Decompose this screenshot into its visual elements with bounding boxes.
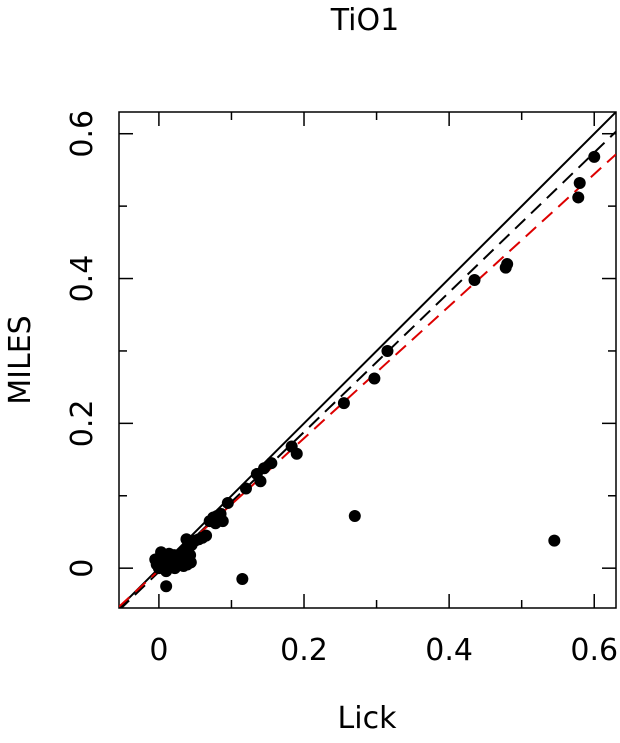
- data-point: [573, 176, 586, 189]
- data-point: [337, 397, 350, 410]
- data-point: [236, 573, 249, 586]
- reference-lines: [119, 112, 616, 608]
- x-tick-label: 0: [149, 633, 168, 668]
- y-tick-label: 0.2: [65, 399, 100, 447]
- axis-ticks: [119, 112, 616, 608]
- data-point: [501, 258, 514, 271]
- data-point: [184, 556, 197, 569]
- data-point: [381, 344, 394, 357]
- data-point: [290, 447, 303, 460]
- identity-line: [119, 112, 616, 608]
- fit-line-red: [119, 153, 616, 608]
- x-tick-label: 0.6: [570, 633, 618, 668]
- x-tick-label: 0.2: [280, 633, 328, 668]
- data-point: [216, 515, 229, 528]
- plot-frame: [118, 111, 617, 609]
- x-tick-labels: 0 0.2 0.4 0.6: [149, 633, 618, 668]
- y-tick-labels: 0 0.2 0.4 0.6: [65, 110, 100, 578]
- data-point: [239, 482, 252, 495]
- y-axis-label: MILES: [3, 315, 38, 404]
- chart-title: TiO1: [330, 3, 399, 38]
- data-points: [149, 150, 601, 593]
- data-point: [221, 497, 234, 510]
- x-tick-label: 0.4: [425, 633, 473, 668]
- y-tick-label: 0.4: [65, 255, 100, 303]
- data-point: [348, 510, 361, 523]
- data-point: [265, 457, 278, 470]
- data-point: [160, 580, 173, 593]
- y-tick-label: 0: [65, 559, 100, 578]
- y-tick-label: 0.6: [65, 110, 100, 158]
- data-point: [548, 534, 561, 547]
- data-point: [200, 529, 213, 542]
- x-axis-label: Lick: [338, 701, 398, 736]
- data-point: [588, 150, 601, 163]
- data-point: [368, 372, 381, 385]
- data-point: [468, 273, 481, 286]
- data-point: [572, 191, 585, 204]
- data-point: [254, 475, 267, 488]
